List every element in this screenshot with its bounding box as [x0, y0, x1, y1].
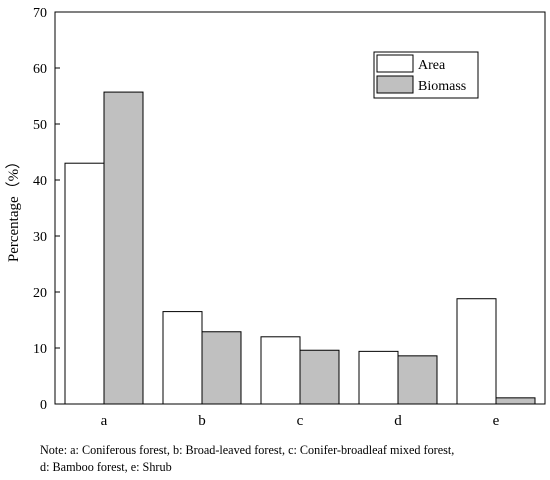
y-tick-label: 10	[33, 342, 47, 357]
note-line-1: Note: a: Coniferous forest, b: Broad-lea…	[40, 443, 455, 457]
legend-swatch-biomass	[376, 75, 414, 94]
x-axis: a b c d e	[101, 399, 500, 429]
legend: Area Biomass	[373, 51, 479, 99]
legend-swatch-area	[376, 54, 414, 73]
bar-biomass-c	[299, 349, 340, 405]
bar-chart: Percentage（%） 0 10 20 30 40 50 60 70 a b c d e Area…	[5, 6, 546, 429]
legend-label-area: Area	[418, 58, 446, 73]
bar-area-b	[162, 311, 203, 405]
plot-frame	[54, 11, 546, 405]
x-tick-label: b	[198, 413, 206, 429]
y-axis-title: Percentage（%）	[5, 154, 22, 262]
bars	[64, 91, 536, 405]
x-tick-label: c	[297, 413, 304, 429]
legend-label-biomass: Biomass	[418, 79, 466, 94]
y-tick-label: 30	[33, 230, 47, 245]
x-tick-label: a	[101, 413, 108, 429]
y-tick-label: 60	[33, 62, 47, 77]
y-axis: 0 10 20 30 40 50 60 70	[33, 6, 60, 413]
note-line-2: d: Bamboo forest, e: Shrub	[40, 460, 172, 474]
bar-area-e	[456, 298, 497, 405]
x-tick-label: d	[394, 413, 402, 429]
bar-biomass-b	[201, 331, 242, 405]
y-tick-label: 50	[33, 118, 47, 133]
bar-area-a	[64, 162, 105, 405]
bar-area-d	[358, 350, 399, 405]
y-tick-label: 70	[33, 6, 47, 21]
y-axis-title-group: Percentage（%）	[5, 154, 22, 262]
bar-biomass-a	[103, 91, 144, 405]
bar-biomass-e	[495, 397, 536, 405]
y-tick-label: 20	[33, 286, 47, 301]
figure-note: Note: a: Coniferous forest, b: Broad-lea…	[40, 442, 545, 476]
y-tick-label: 0	[40, 398, 47, 413]
bar-area-c	[260, 336, 301, 405]
y-tick-label: 40	[33, 174, 47, 189]
bar-biomass-d	[397, 355, 438, 405]
x-tick-label: e	[493, 413, 500, 429]
